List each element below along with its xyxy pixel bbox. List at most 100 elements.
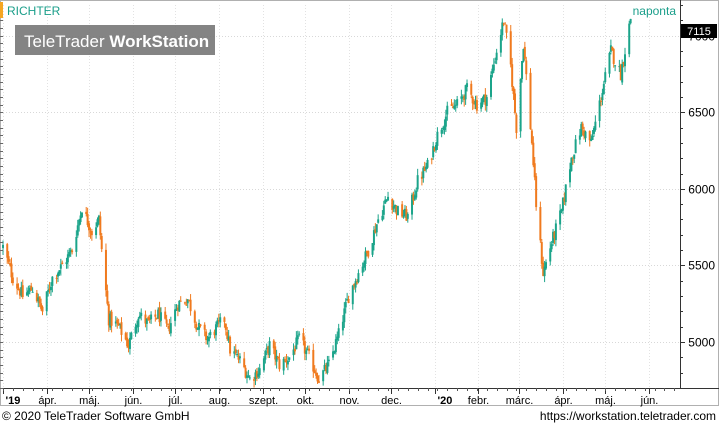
candle-body — [461, 97, 464, 99]
candle-body — [533, 163, 536, 178]
candle-body — [481, 97, 484, 105]
copyright-text: © 2020 TeleTrader Software GmbH — [2, 409, 190, 423]
candle-body — [470, 83, 473, 95]
candle-body — [561, 197, 564, 211]
candle-body — [308, 348, 311, 351]
candle-body — [2, 244, 4, 248]
candle-body — [494, 61, 497, 63]
candle-body — [423, 166, 426, 171]
candle-body — [47, 290, 50, 292]
candle-body — [402, 215, 405, 217]
candle-body — [79, 215, 82, 223]
candle-body — [219, 317, 222, 323]
candle-body — [96, 219, 99, 227]
candle-body — [272, 340, 275, 349]
candle-body — [430, 158, 433, 160]
candle-body — [119, 323, 122, 325]
candle-body — [501, 22, 504, 36]
candle-body — [18, 290, 21, 296]
candle-body — [347, 299, 350, 303]
candle-body — [326, 362, 329, 373]
candle-body — [395, 205, 398, 215]
candle-body — [195, 323, 198, 330]
candle-body — [174, 309, 177, 321]
x-tick-label: dec. — [381, 395, 402, 407]
candle-body — [159, 312, 162, 321]
candle-body — [519, 78, 522, 132]
candle-body — [17, 288, 20, 290]
candle-body — [502, 23, 505, 25]
candle-body — [601, 93, 604, 101]
candle-body — [442, 127, 445, 129]
candle-body — [285, 360, 288, 363]
candle-body — [30, 285, 33, 291]
candle-body — [609, 45, 612, 52]
candle-body — [492, 64, 495, 71]
candle-body — [549, 248, 552, 262]
candle-body — [203, 324, 206, 330]
candle-body — [460, 96, 463, 99]
candle-body — [277, 356, 280, 359]
candle-body — [375, 224, 378, 233]
candle-body — [371, 243, 374, 255]
candle-body — [356, 282, 359, 284]
candle-body — [608, 52, 611, 74]
candle-body — [21, 285, 24, 297]
candle-body — [440, 129, 443, 134]
candle-body — [602, 83, 605, 95]
candle-body — [147, 317, 150, 320]
candle-body — [185, 304, 188, 306]
candle-body — [509, 31, 512, 65]
candle-body — [254, 372, 257, 380]
candle-body — [214, 324, 217, 336]
candle-body — [183, 302, 186, 304]
candle-body — [511, 64, 514, 87]
candle-body — [436, 131, 439, 146]
candle-body — [581, 123, 584, 130]
y-axis: 50005500600065007000 — [0, 5, 715, 389]
candle-body — [31, 291, 34, 293]
candle-body — [426, 159, 429, 168]
candle-body — [482, 94, 485, 99]
candle-body — [41, 306, 44, 312]
candle-body — [48, 288, 51, 291]
candle-body — [217, 320, 220, 322]
candle-body — [9, 263, 12, 265]
candle-body — [545, 262, 548, 269]
candle-body — [193, 311, 196, 323]
candle-body — [169, 323, 172, 334]
candle-body — [292, 349, 295, 356]
candle-body — [401, 204, 404, 217]
candle-body — [391, 198, 394, 210]
candle-body — [552, 231, 555, 243]
x-tick-label: máj. — [79, 395, 100, 407]
candle-body — [155, 317, 158, 319]
candle-body — [578, 135, 581, 140]
candle-body — [535, 176, 538, 208]
source-url-link[interactable]: https://workstation.teletrader.com — [539, 409, 716, 423]
candle-body — [570, 157, 573, 172]
candle-body — [530, 130, 533, 144]
candle-body — [40, 303, 43, 309]
candle-body — [322, 370, 325, 382]
candle-body — [346, 299, 349, 301]
candle-body — [604, 72, 607, 83]
candle-body — [306, 349, 309, 351]
candle-body — [264, 350, 267, 360]
candle-body — [425, 166, 428, 170]
candle-body — [227, 336, 230, 341]
candle-body — [165, 319, 168, 324]
candle-body — [117, 322, 120, 326]
candle-body — [491, 68, 494, 74]
candle-body — [25, 292, 28, 296]
candle-body — [298, 333, 301, 335]
symbol-accent-bar — [0, 2, 3, 18]
candle-body — [110, 311, 113, 326]
candle-body — [568, 169, 571, 183]
candle-body — [522, 49, 525, 62]
candle-body — [257, 373, 260, 377]
candle-body — [553, 232, 556, 239]
candle-body — [223, 317, 226, 322]
candle-body — [35, 292, 38, 302]
